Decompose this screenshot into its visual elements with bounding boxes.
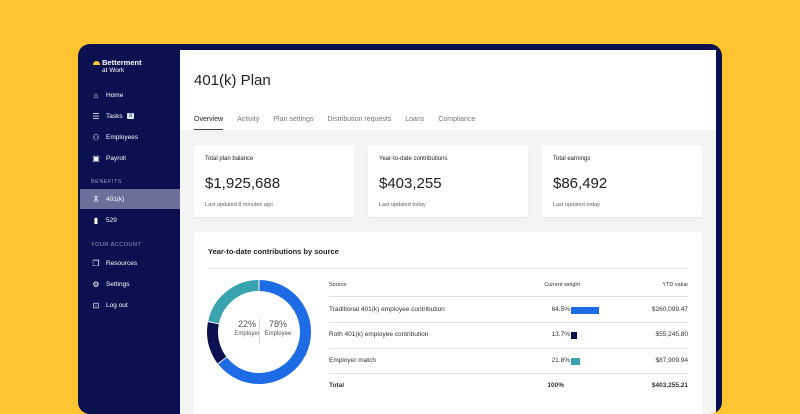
nav-label: 401(k): [106, 195, 125, 203]
sidebar-item-employees[interactable]: ⚇ Employees: [80, 127, 180, 147]
donut-slice-2: [208, 280, 259, 324]
section-benefits: BENEFITS: [91, 179, 122, 185]
col-weight: Current weight: [544, 282, 580, 288]
table-total-row: Total 100% $403,255.21: [329, 382, 688, 392]
card-updated: Last updated today: [379, 202, 426, 208]
row-source: Employer match: [329, 357, 376, 364]
gears-icon: ⚙: [92, 279, 100, 289]
card-total-earnings: Total earnings $86,492 Last updated today: [542, 145, 702, 217]
col-source: Source: [329, 282, 347, 288]
employee-share: 78% Employee: [260, 319, 296, 337]
card-value: $403,255: [379, 175, 442, 192]
sidebar-item-payroll[interactable]: ▣ Payroll: [80, 148, 180, 168]
page-header: 401(k) Plan Overview Activity Plan setti…: [180, 50, 716, 130]
sidebar-item-401k[interactable]: ⊼ 401(k): [80, 189, 180, 209]
row-source: Traditional 401(k) employee contribution: [329, 306, 445, 313]
contributions-card: Year-to-date contributions by source 22%…: [194, 232, 702, 414]
list-icon: ☰: [92, 111, 100, 121]
row-ytd: $260,099.47: [651, 306, 688, 313]
sun-logo-icon: [93, 61, 100, 65]
nav-label: Settings: [106, 280, 130, 288]
lock-icon: ⊡: [92, 300, 100, 310]
card-updated: Last updated today: [553, 202, 600, 208]
tab-overview[interactable]: Overview: [194, 116, 224, 130]
tasks-badge: 3: [126, 113, 134, 119]
divider: [329, 322, 688, 323]
book-icon: ▮: [93, 215, 99, 225]
nav-label: Home: [106, 91, 124, 99]
employee-pct: 78%: [268, 319, 287, 329]
main-content: 401(k) Plan Overview Activity Plan setti…: [180, 50, 716, 414]
row-weight: 13.7%: [551, 331, 570, 338]
card-ytd-contributions: Year-to-date contributions $403,255 Last u…: [368, 145, 528, 217]
card-value: $86,492: [553, 175, 608, 192]
tab-plan-settings[interactable]: Plan settings: [273, 116, 314, 123]
sidebar-item-logout[interactable]: ⊡ Log out: [80, 295, 180, 315]
table-header: Source Current weight YTD value: [329, 282, 688, 292]
total-weight: 100%: [547, 382, 564, 389]
app-window: Betterment at Work ⌂ Home ☰ Tasks 3 ⚇ Employe…: [78, 44, 722, 414]
row-ytd: $87,909.94: [655, 357, 688, 364]
total-ytd: $403,255.21: [651, 382, 688, 389]
tab-bar: Overview Activity Plan settings Distribu…: [194, 116, 475, 130]
tab-loans[interactable]: Loans: [405, 116, 425, 123]
documents-icon: ❐: [92, 258, 100, 268]
brand-sub: at Work: [102, 67, 125, 74]
tab-compliance[interactable]: Compliance: [438, 116, 476, 123]
nav-label: Tasks: [106, 112, 123, 120]
donut-slice-1: [207, 322, 227, 364]
donut-divider: [259, 318, 260, 344]
nav-label: Resources: [106, 259, 138, 267]
employer-share: 22% Employer: [227, 319, 267, 337]
home-icon: ⌂: [93, 90, 99, 100]
employee-label: Employee: [264, 331, 292, 337]
row-ytd: $55,245.80: [655, 331, 688, 338]
card-updated: Last updated 8 minutes ago: [205, 202, 273, 208]
weight-bar: [571, 332, 577, 339]
money-icon: ▣: [92, 153, 100, 163]
tab-activity[interactable]: Activity: [237, 116, 260, 123]
page-title: 401(k) Plan: [194, 72, 271, 89]
card-value: $1,925,688: [205, 175, 281, 192]
nav-label: Employees: [106, 133, 139, 141]
sidebar-item-529[interactable]: ▮ 529: [80, 210, 180, 230]
divider: [329, 348, 688, 349]
section-title: Year-to-date contributions by source: [208, 247, 339, 256]
card-label: Year-to-date contributions: [379, 156, 448, 162]
total-label: Total: [329, 382, 345, 389]
row-source: Roth 401(k) employee contribution: [329, 331, 429, 338]
employer-label: Employer: [234, 331, 260, 337]
divider: [208, 268, 688, 269]
card-total-plan-balance: Total plan balance $1,925,688 Last updated…: [194, 145, 354, 217]
weight-bar: [571, 307, 599, 314]
col-ytd: YTD value: [662, 282, 688, 288]
donut-slice-0: [218, 280, 311, 384]
nav-label: 529: [106, 216, 117, 224]
divider: [329, 296, 688, 297]
nav-label: Payroll: [106, 154, 126, 162]
sidebar-item-settings[interactable]: ⚙ Settings: [80, 274, 180, 294]
divider: [329, 373, 688, 374]
card-label: Total plan balance: [205, 156, 254, 162]
table-row: Employer match 21.8% $87,909.94: [329, 357, 688, 367]
person-icon: ⚇: [92, 132, 100, 142]
sidebar-item-resources[interactable]: ❐ Resources: [80, 253, 180, 273]
tab-distribution-requests[interactable]: Distribution requests: [327, 116, 392, 123]
employer-pct: 22%: [237, 319, 256, 329]
weight-bar: [571, 358, 581, 365]
nav-label: Log out: [106, 301, 128, 309]
logo: Betterment at Work: [93, 59, 142, 75]
row-weight: 64.5%: [551, 306, 570, 313]
row-weight: 21.8%: [551, 357, 570, 364]
section-account: YOUR ACCOUNT: [91, 242, 142, 248]
card-label: Total earnings: [553, 156, 591, 162]
table-row: Traditional 401(k) employee contribution…: [329, 306, 688, 316]
presentation-icon: ⊼: [93, 194, 99, 204]
sidebar-item-tasks[interactable]: ☰ Tasks 3: [80, 106, 180, 126]
table-row: Roth 401(k) employee contribution 13.7% $5…: [329, 331, 688, 341]
brand-name: Betterment: [102, 58, 142, 67]
contributions-donut: [207, 280, 311, 384]
sidebar-item-home[interactable]: ⌂ Home: [80, 85, 180, 105]
sidebar: Betterment at Work ⌂ Home ☰ Tasks 3 ⚇ Employe…: [80, 46, 180, 414]
